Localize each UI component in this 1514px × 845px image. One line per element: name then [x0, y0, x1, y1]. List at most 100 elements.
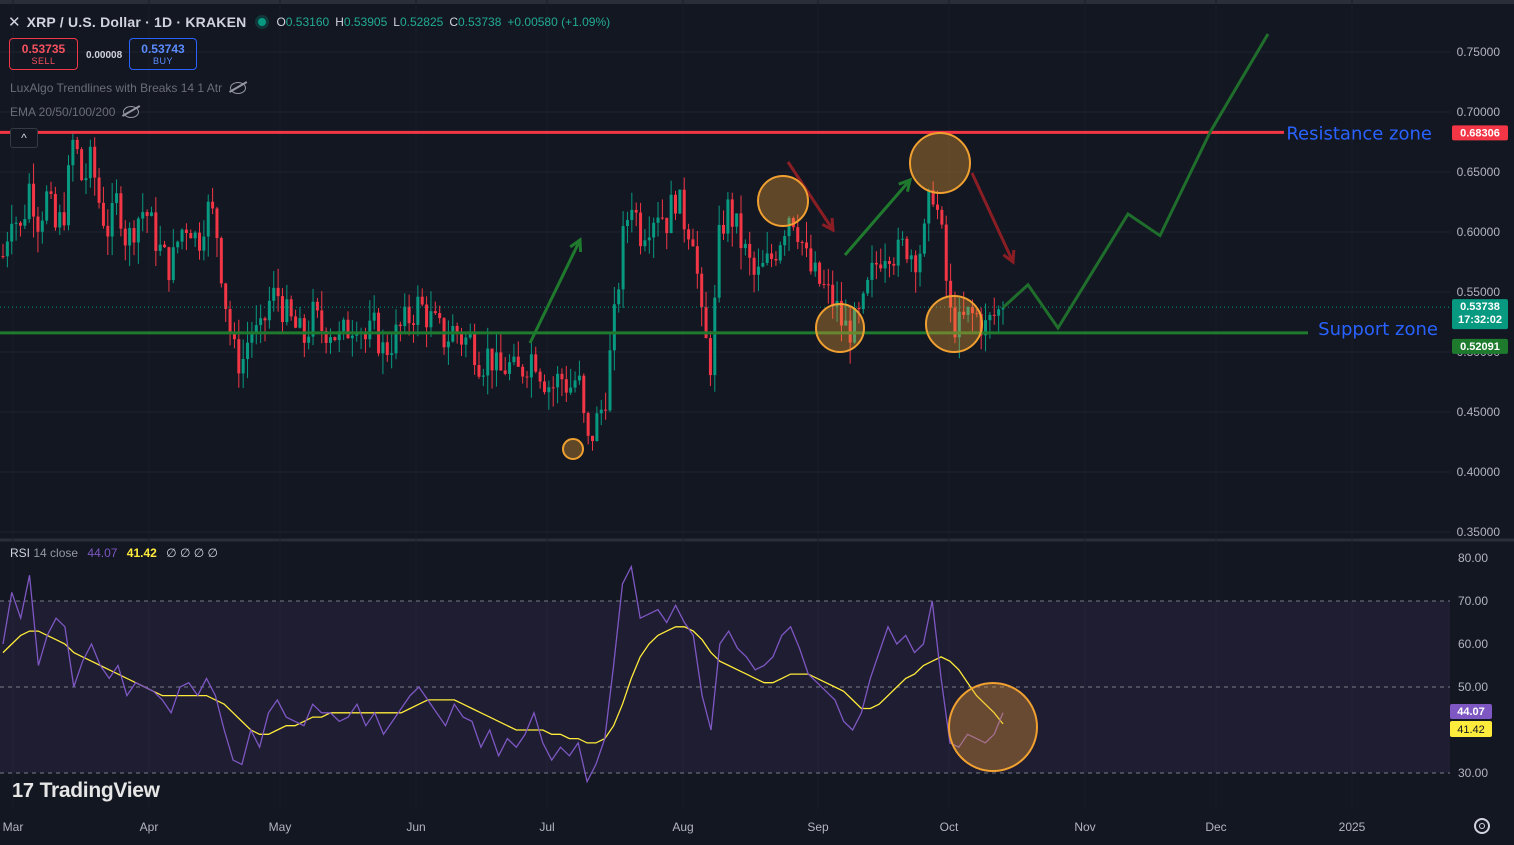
eye-hidden-icon[interactable]	[230, 82, 247, 94]
candle-body	[298, 318, 302, 328]
candle-body	[27, 183, 31, 220]
candle-body	[949, 280, 953, 308]
candle-body	[324, 330, 328, 343]
buy-price: 0.53743	[141, 42, 185, 56]
up-arrow	[528, 239, 582, 344]
candle-body	[403, 306, 407, 327]
candle-body	[198, 232, 202, 251]
resistance-price-tag-text: 0.68306	[1460, 127, 1500, 139]
candle-body	[390, 353, 394, 355]
time-axis[interactable]: Mar Apr May Jun Jul Aug Sep Oct Nov Dec 2025	[3, 820, 1366, 834]
candle-body	[730, 199, 734, 227]
sell-button[interactable]: 0.53735 SELL	[9, 38, 78, 70]
candle-body	[918, 253, 922, 273]
candle-body	[538, 371, 542, 382]
candle-body	[429, 311, 433, 328]
candle-body	[687, 229, 691, 240]
candle-body	[490, 348, 494, 371]
rsi-value-tag-text: 44.07	[1457, 706, 1485, 718]
eye-hidden-icon[interactable]	[123, 106, 140, 118]
candle-body	[953, 307, 957, 338]
last-price-tag	[1452, 299, 1508, 330]
symbol-header[interactable]: ✕ XRP / U.S. Dollar · 1D · KRAKEN O0.531…	[8, 12, 610, 32]
candle-body	[831, 284, 835, 307]
candle-body	[294, 316, 298, 328]
candlestick-series	[1, 131, 1005, 451]
price-tick-label: 0.55000	[1457, 285, 1501, 299]
candle-body	[752, 257, 756, 275]
rsi-guide-lines	[0, 600, 1450, 774]
candle-body	[739, 213, 743, 249]
candle-body	[586, 413, 590, 436]
candle-body	[508, 362, 512, 374]
candle-body	[984, 320, 988, 336]
price-tick-label: 0.70000	[1457, 105, 1501, 119]
candle-body	[804, 242, 808, 249]
candle-body	[800, 241, 804, 243]
candle-body	[722, 224, 726, 234]
candle-body	[62, 212, 66, 226]
candle-body	[992, 314, 996, 316]
rsi-tick-label: 80.00	[1458, 551, 1488, 565]
candle-body	[176, 241, 180, 248]
rsi-ma-tag	[1450, 721, 1492, 737]
candle-body	[88, 146, 92, 179]
candle-body	[58, 212, 62, 228]
candle-body	[219, 237, 223, 284]
candle-body	[669, 194, 673, 234]
candle-body	[259, 318, 263, 326]
candle-body	[14, 222, 18, 224]
candle-body	[901, 238, 905, 240]
candle-body	[206, 201, 210, 237]
candle-body	[796, 227, 800, 242]
candle-body	[267, 300, 271, 321]
candle-body	[778, 245, 782, 261]
support-zone-label: Support zone	[1318, 319, 1438, 340]
candle-body	[896, 239, 900, 266]
time-tick-label: May	[269, 820, 292, 834]
last-price-tag-text: 0.53738	[1460, 301, 1500, 313]
candle-body	[870, 262, 874, 280]
candle-body	[84, 178, 88, 181]
support-resistance-lines: Resistance zone Support zone	[0, 123, 1450, 340]
candle-body	[80, 149, 84, 181]
tradingview-logo[interactable]: 17 TradingView	[12, 779, 160, 803]
candle-body	[1, 256, 5, 257]
candle-body	[639, 212, 643, 247]
candle-body	[110, 203, 114, 237]
buy-button[interactable]: 0.53743 BUY	[129, 38, 197, 70]
candle-body	[385, 342, 389, 355]
rsi-legend[interactable]: RSI 14 close 44.07 41.42 ∅ ∅ ∅ ∅	[10, 546, 218, 560]
candle-body	[320, 310, 324, 331]
candle-body	[556, 373, 560, 388]
candle-body	[1001, 307, 1005, 310]
collapse-legend-button[interactable]: ^	[10, 128, 38, 148]
candle-body	[940, 209, 944, 225]
candle-body	[307, 336, 311, 343]
candle-body	[577, 375, 581, 381]
candle-body	[329, 337, 333, 343]
indicator-ema[interactable]: EMA 20/50/100/200	[10, 105, 140, 119]
candle-body	[53, 193, 57, 228]
symbol-title[interactable]: XRP / U.S. Dollar · 1D · KRAKEN	[26, 14, 247, 30]
rsi-tick-label: 30.00	[1458, 766, 1488, 780]
candle-body	[145, 212, 149, 216]
candle-body	[477, 365, 481, 377]
buy-label: BUY	[152, 56, 173, 66]
settings-icon[interactable]	[1474, 818, 1490, 834]
candle-body	[608, 350, 612, 411]
candle-body	[350, 335, 354, 339]
price-axis[interactable]: 0.750000.700000.650000.600000.550000.500…	[1457, 45, 1501, 539]
close-icon[interactable]: ✕	[8, 14, 21, 31]
candle-body	[665, 217, 669, 234]
candle-body	[263, 318, 267, 321]
candle-body	[438, 313, 442, 319]
candle-body	[149, 212, 153, 216]
indicator-trendlines[interactable]: LuxAlgo Trendlines with Breaks 14 1 Atr	[10, 81, 247, 95]
candle-body	[534, 354, 538, 372]
candle-body	[783, 236, 787, 246]
indicator-ema-label: EMA 20/50/100/200	[10, 105, 116, 119]
candle-body	[272, 287, 276, 301]
